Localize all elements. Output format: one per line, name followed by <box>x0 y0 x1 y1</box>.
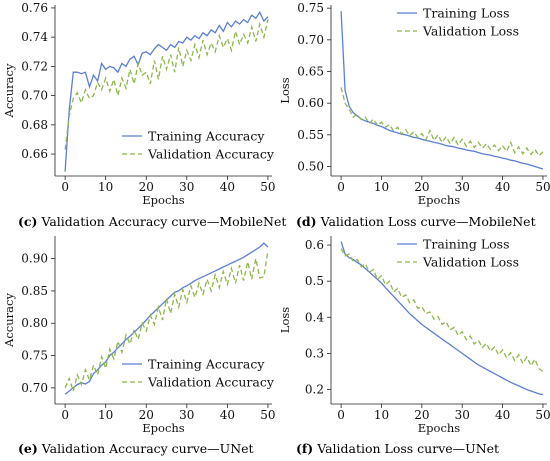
y-tick-label: 0.66 <box>21 147 48 161</box>
y-tick-label: 0.80 <box>21 316 48 330</box>
y-tick-label: 0.5 <box>305 274 324 288</box>
legend-label: Training Loss <box>423 237 510 252</box>
x-tick-label: 30 <box>179 180 194 194</box>
validation-series-line <box>64 250 269 394</box>
x-tick-label: 40 <box>220 180 235 194</box>
x-tick-label: 10 <box>98 408 113 422</box>
y-tick-label: 0.76 <box>21 1 48 15</box>
y-axis-label: Accuracy <box>2 63 16 118</box>
legend-label: Validation Loss <box>422 255 519 270</box>
training-series-line <box>340 11 544 170</box>
caption-letter: (c) <box>18 214 38 229</box>
x-tick-label: 10 <box>374 180 389 194</box>
y-tick-label: 0.65 <box>297 65 324 79</box>
legend-label: Training Loss <box>423 6 510 21</box>
y-tick-label: 0.85 <box>21 284 48 298</box>
y-axis-label: Accuracy <box>2 293 16 348</box>
x-tick-label: 40 <box>495 408 510 422</box>
y-tick-label: 0.75 <box>21 349 48 363</box>
x-tick-label: 50 <box>260 180 275 194</box>
caption-text: Validation Accuracy curve—MobileNet <box>41 214 287 229</box>
chart-panel-1: 0 10 20 30 40 50 0.66 0.68 0.70 0.72 0.74 0.76 Epoch… <box>2 1 276 207</box>
caption-letter: (e) <box>18 441 38 456</box>
legend-label: Validation Accuracy <box>147 147 275 162</box>
validation-series-line <box>64 19 269 150</box>
x-tick-label: 20 <box>414 408 429 422</box>
caption-c: (c) Validation Accuracy curve—MobileNet <box>18 214 286 229</box>
caption-text: Validation Loss curve—UNet <box>317 441 500 456</box>
caption-letter: (d) <box>296 214 317 229</box>
legend-label: Training Accuracy <box>148 129 265 144</box>
y-axis-label: Loss <box>278 77 292 103</box>
y-tick-label: 0.90 <box>21 252 48 266</box>
x-tick-label: 50 <box>535 408 550 422</box>
y-tick-label: 0.74 <box>21 30 48 44</box>
legend-label: Training Accuracy <box>148 357 265 372</box>
caption-letter: (f) <box>296 441 314 456</box>
x-axis-label: Epochs <box>142 193 185 207</box>
x-tick-label: 40 <box>220 408 235 422</box>
x-tick-label: 0 <box>337 180 345 194</box>
x-tick-label: 20 <box>414 180 429 194</box>
x-tick-label: 0 <box>337 408 345 422</box>
y-axis-label: Loss <box>278 307 292 333</box>
y-tick-label: 0.6 <box>305 238 324 252</box>
x-tick-label: 40 <box>495 180 510 194</box>
x-tick-label: 10 <box>374 408 389 422</box>
y-tick-label: 0.75 <box>297 1 324 15</box>
training-series-line <box>340 241 544 396</box>
caption-text: Validation Accuracy curve—UNet <box>41 441 254 456</box>
y-tick-label: 0.68 <box>21 118 48 132</box>
y-tick-label: 0.3 <box>305 346 324 360</box>
y-tick-label: 0.50 <box>297 160 324 174</box>
y-tick-label: 0.2 <box>305 383 324 397</box>
y-tick-label: 0.70 <box>297 33 324 47</box>
y-tick-label: 0.4 <box>305 310 324 324</box>
chart-panel-3: 0 10 20 30 40 50 0.70 0.75 0.80 0.85 0.90 Epochs Acc… <box>2 236 276 435</box>
y-tick-label: 0.72 <box>21 59 48 73</box>
caption-d: (d) Validation Loss curve—MobileNet <box>296 214 536 229</box>
y-tick-label: 0.70 <box>21 381 48 395</box>
caption-f: (f) Validation Loss curve—UNet <box>296 441 499 456</box>
x-tick-label: 0 <box>61 408 69 422</box>
validation-series-line <box>340 87 544 157</box>
y-tick-label: 0.70 <box>21 89 48 103</box>
y-tick-label: 0.60 <box>297 96 324 110</box>
chart-panel-4: 0 10 20 30 40 50 0.2 0.3 0.4 0.5 0.6 Epochs Loss Trai… <box>278 236 550 435</box>
x-axis-label: Epochs <box>418 421 461 435</box>
x-tick-label: 10 <box>98 180 113 194</box>
x-tick-label: 20 <box>139 180 154 194</box>
caption-e: (e) Validation Accuracy curve—UNet <box>18 441 254 456</box>
validation-series-line <box>340 248 544 373</box>
x-tick-label: 30 <box>455 180 470 194</box>
caption-text: Validation Loss curve—MobileNet <box>320 214 536 229</box>
x-tick-label: 50 <box>260 408 275 422</box>
legend-label: Validation Loss <box>422 24 519 39</box>
x-tick-label: 30 <box>179 408 194 422</box>
x-axis-label: Epochs <box>142 421 185 435</box>
y-tick-label: 0.55 <box>297 128 324 142</box>
legend-label: Validation Accuracy <box>147 375 275 390</box>
training-series-line <box>64 10 269 172</box>
chart-panel-2: 0 10 20 30 40 50 0.50 0.55 0.60 0.65 0.70 0.75 Epoch… <box>278 1 550 207</box>
x-tick-label: 0 <box>61 180 69 194</box>
x-axis-label: Epochs <box>418 193 461 207</box>
x-tick-label: 50 <box>535 180 550 194</box>
x-tick-label: 30 <box>455 408 470 422</box>
x-tick-label: 20 <box>139 408 154 422</box>
